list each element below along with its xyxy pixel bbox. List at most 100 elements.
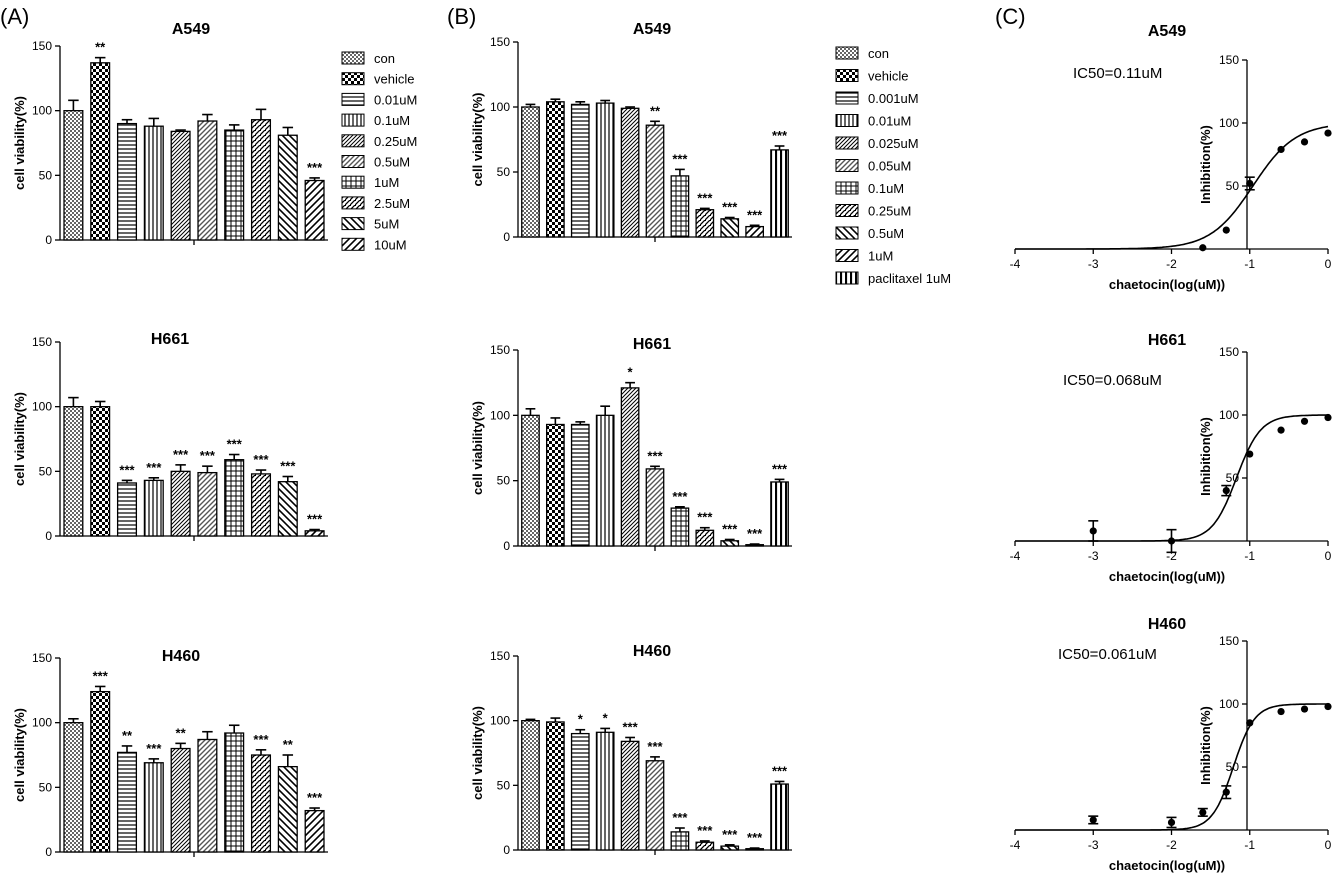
bar [250,119,272,241]
bar [720,540,740,547]
data-point [1246,450,1254,458]
bar [143,125,164,241]
bar [645,760,665,851]
ic50-annotation: IC50=0.061uM [1058,646,1157,663]
bar [116,122,138,241]
legend-swatch [835,91,859,105]
legend-swatch [835,204,859,217]
y-axis-label: cell viability(%) [470,706,485,800]
bar [595,102,615,238]
significance-label: *** [772,763,788,778]
significance-label: *** [747,830,763,845]
y-tick-label: 100 [32,104,52,118]
panel-label-a: (A) [0,4,29,29]
significance-label: *** [697,510,713,525]
legend-label: 0.001uM [868,91,919,106]
bar [90,406,111,537]
y-tick-label: 100 [1219,697,1239,711]
bar [250,473,272,537]
bar [521,720,540,851]
bar [116,751,138,853]
y-tick-label: 0 [45,233,52,247]
bar [63,722,84,853]
significance-label: *** [146,741,162,756]
y-tick-label: 150 [32,651,52,665]
data-point [1246,179,1254,188]
legend-swatch [341,155,365,168]
x-tick-label: -1 [1244,838,1255,852]
significance-label: ** [95,40,106,55]
x-tick-label: -1 [1244,257,1255,271]
significance-label: *** [722,521,738,536]
data-point [1167,537,1176,545]
significance-label: ** [176,725,187,740]
legend-label: paclitaxel 1uM [868,271,951,286]
significance-label: *** [722,200,738,215]
legend-label: 0.5uM [868,226,904,241]
significance-label: * [578,712,584,727]
panel-label-b: (B) [447,4,476,29]
significance-label: *** [747,526,763,541]
x-tick-label: 0 [1325,549,1332,563]
data-point [1246,719,1254,727]
y-tick-label: 150 [490,35,510,49]
legend-label: vehicle [374,72,414,87]
bar [745,544,765,547]
significance-label: *** [747,207,763,222]
significance-label: * [603,710,609,725]
significance-label: *** [647,448,663,463]
bar [250,754,272,853]
legend-swatch [835,271,859,285]
x-axis-label: chaetocin(log(uM)) [1109,858,1225,873]
y-tick-label: 0 [45,529,52,543]
y-tick-label: 50 [497,165,511,179]
legend-swatch [835,46,859,60]
bar [695,209,715,238]
legend-label: 5uM [374,217,399,232]
bar [224,129,245,241]
bar [545,721,565,851]
data-point [1300,138,1309,146]
legend-swatch [835,181,859,195]
chart-a-h661: 0 50 100 150 cell viability(%) H661 *** *** *** *… [12,331,328,543]
legend-label: 0.01uM [374,92,417,107]
bar [521,106,540,238]
bar [620,740,640,851]
bar [620,107,640,238]
bar [116,482,138,537]
significance-label: *** [672,489,688,504]
y-axis-label: cell viability(%) [12,392,27,486]
bar [170,747,191,853]
bar [63,406,84,537]
data-point [1324,129,1332,137]
x-axis-label: chaetocin(log(uM)) [1109,277,1225,292]
y-axis-label: Inhibition(%) [1198,125,1213,204]
bar [570,103,590,238]
x-tick-label: -4 [1010,257,1021,271]
ic50-annotation: IC50=0.068uM [1063,372,1162,389]
x-tick-label: -4 [1010,838,1021,852]
significance-label: *** [200,448,216,463]
bar [143,479,164,537]
significance-label: *** [697,190,713,205]
ic50-annotation: IC50=0.11uM [1073,65,1162,82]
chart-title: H661 [151,331,189,348]
data-point [1277,145,1285,154]
x-tick-label: -2 [1166,838,1177,852]
chart-title: H661 [633,336,671,353]
data-point [1089,816,1097,824]
bar [90,690,111,853]
panel-label-c: (C) [995,4,1026,29]
bar [570,423,590,547]
significance-label: *** [307,160,323,175]
y-axis-label: cell viability(%) [12,96,27,190]
legend-label: 0.25uM [374,134,417,149]
bar [670,507,690,547]
significance-label: *** [253,732,269,747]
x-tick-label: -3 [1088,838,1099,852]
